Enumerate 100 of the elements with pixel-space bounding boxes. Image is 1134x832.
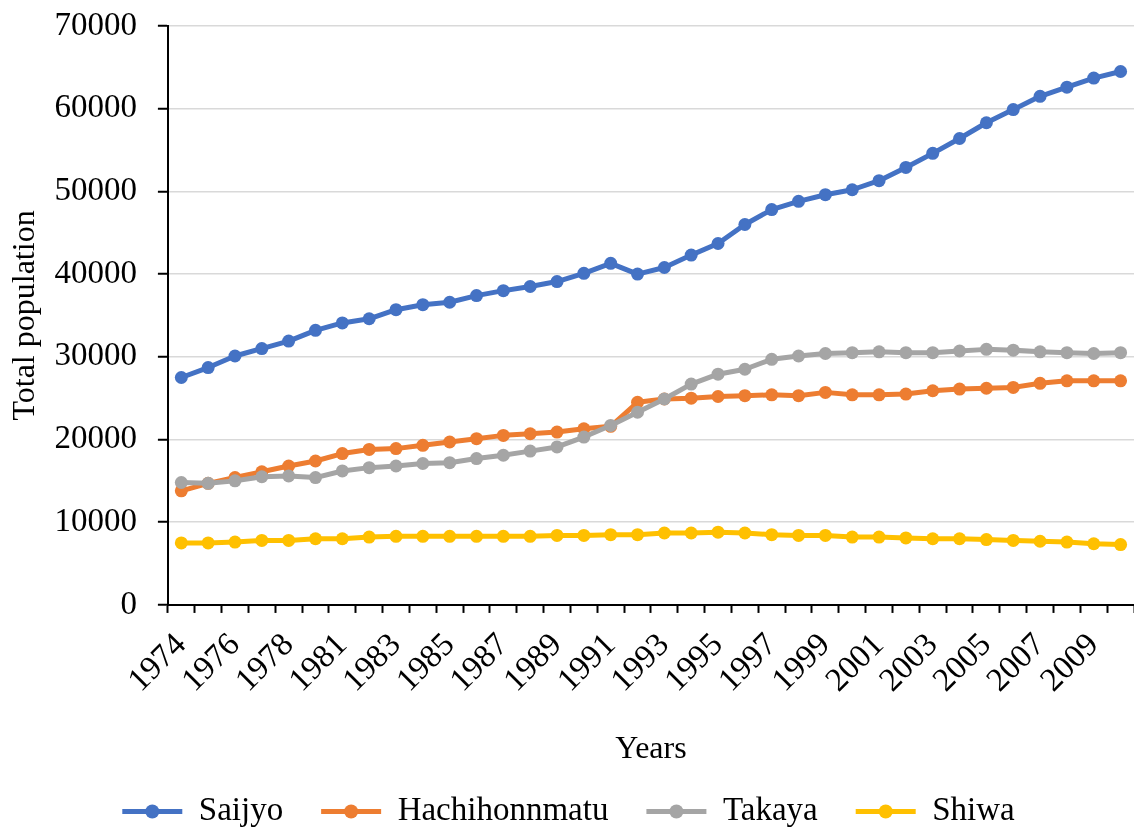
point xyxy=(1114,538,1128,552)
point xyxy=(631,528,645,542)
point xyxy=(979,116,993,130)
point xyxy=(657,261,671,274)
point xyxy=(926,146,940,160)
point xyxy=(604,528,618,542)
point xyxy=(738,362,752,376)
point xyxy=(926,384,940,398)
point xyxy=(765,352,779,366)
point xyxy=(523,427,537,441)
point xyxy=(470,289,484,303)
point xyxy=(953,131,967,145)
point xyxy=(362,442,376,456)
point xyxy=(872,530,886,544)
point xyxy=(201,536,215,550)
point xyxy=(1087,537,1101,551)
point xyxy=(711,237,725,251)
point xyxy=(255,342,269,356)
point xyxy=(711,390,725,404)
point xyxy=(523,444,537,458)
point xyxy=(1087,374,1101,388)
point xyxy=(577,528,591,542)
point xyxy=(792,528,806,542)
point xyxy=(550,425,564,439)
point xyxy=(389,442,403,456)
point xyxy=(309,323,322,337)
y-tick-label: 10000 xyxy=(54,501,137,538)
point xyxy=(845,388,859,402)
point xyxy=(496,448,510,462)
point xyxy=(362,530,376,544)
point xyxy=(389,529,403,543)
point xyxy=(362,312,376,326)
point xyxy=(711,525,725,539)
y-axis-title: Total population xyxy=(4,210,41,421)
point xyxy=(765,528,779,542)
point xyxy=(872,388,886,402)
legend-label: Hachihonnmatu xyxy=(397,791,609,828)
point xyxy=(684,377,698,391)
point xyxy=(765,388,779,402)
y-tick-label: 40000 xyxy=(54,253,137,290)
point xyxy=(899,346,913,360)
legend-label: Shiwa xyxy=(932,791,1016,828)
point xyxy=(684,248,698,262)
point xyxy=(1060,535,1074,549)
point xyxy=(953,382,967,396)
point xyxy=(1033,534,1047,548)
point xyxy=(416,529,430,543)
y-tick-label: 30000 xyxy=(54,336,137,373)
point xyxy=(443,529,457,543)
point xyxy=(792,349,806,363)
point xyxy=(926,532,940,546)
point xyxy=(309,532,322,546)
point xyxy=(550,275,564,289)
point xyxy=(845,346,859,360)
point xyxy=(523,529,537,543)
point xyxy=(1006,533,1020,547)
y-tick-label: 60000 xyxy=(54,88,137,125)
point xyxy=(845,530,859,544)
point xyxy=(792,389,806,403)
point xyxy=(1033,345,1047,359)
point xyxy=(899,531,913,545)
point xyxy=(1060,374,1074,388)
point xyxy=(818,188,832,202)
point xyxy=(174,476,188,490)
point xyxy=(443,295,457,309)
point xyxy=(1006,103,1020,117)
point xyxy=(1087,347,1101,361)
point xyxy=(899,160,913,174)
y-tick-label: 70000 xyxy=(54,5,137,42)
point xyxy=(845,183,859,197)
point xyxy=(577,266,591,280)
point xyxy=(282,334,296,348)
point xyxy=(443,435,457,449)
point xyxy=(684,391,698,405)
point xyxy=(496,529,510,543)
point xyxy=(496,428,510,442)
point xyxy=(792,194,806,208)
point xyxy=(282,533,296,547)
y-tick-label: 0 xyxy=(120,584,137,621)
point xyxy=(309,471,322,485)
point xyxy=(1033,376,1047,390)
point xyxy=(738,389,752,403)
point xyxy=(631,405,645,419)
point xyxy=(228,349,242,363)
point xyxy=(470,452,484,466)
legend-label: Saijyo xyxy=(198,791,284,828)
point xyxy=(872,345,886,359)
point xyxy=(738,217,752,231)
point xyxy=(1114,346,1128,360)
point xyxy=(818,528,832,542)
point xyxy=(443,456,457,470)
point xyxy=(282,469,296,483)
point xyxy=(362,461,376,475)
point xyxy=(389,303,403,317)
point xyxy=(953,344,967,358)
point xyxy=(684,526,698,540)
point xyxy=(818,347,832,361)
point xyxy=(604,256,618,270)
point xyxy=(926,346,940,360)
point xyxy=(1060,346,1074,360)
